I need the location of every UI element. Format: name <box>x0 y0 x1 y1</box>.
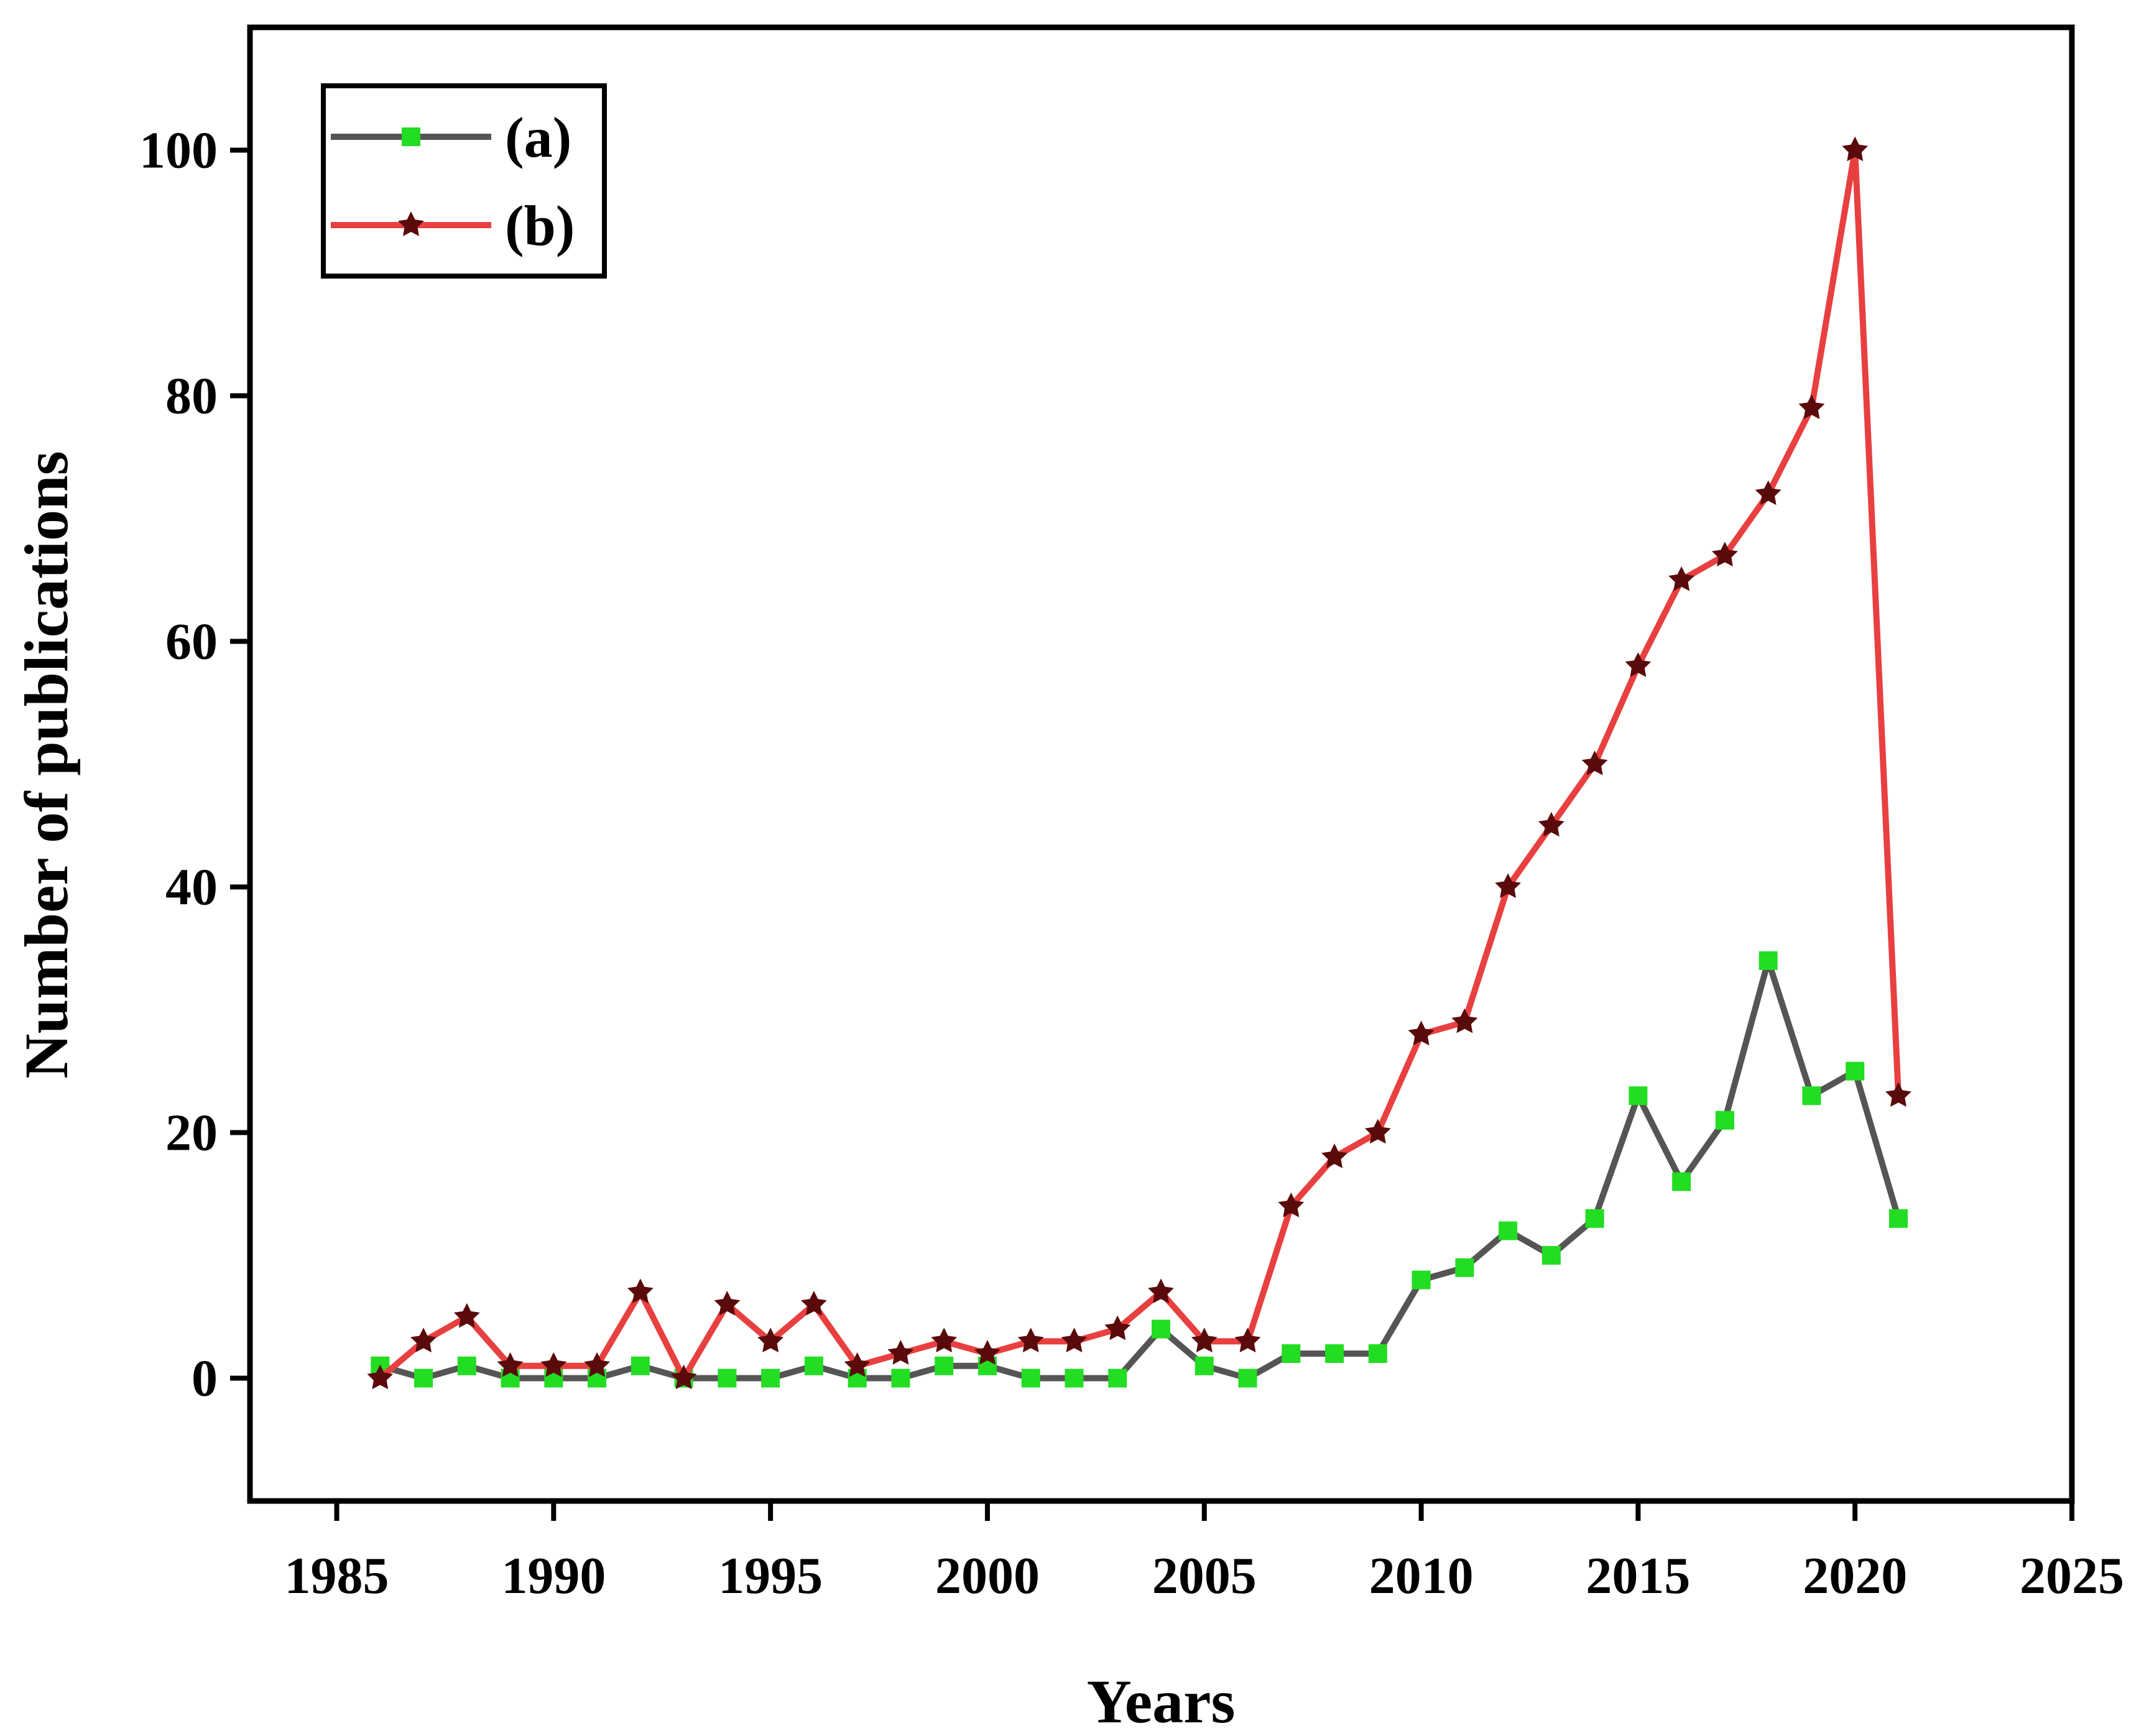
x-tick-label: 2005 <box>1152 1547 1257 1605</box>
x-tick-label: 2025 <box>2020 1547 2124 1605</box>
x-tick-label: 2010 <box>1369 1547 1474 1605</box>
data-point-a <box>1888 1209 1908 1228</box>
data-point-b <box>801 1291 827 1316</box>
x-tick-label: 1995 <box>718 1547 823 1605</box>
data-point-a <box>1541 1246 1561 1265</box>
y-axis-title: Number of publications <box>12 451 81 1078</box>
data-point-a <box>1021 1369 1040 1388</box>
legend-marker-a <box>402 127 420 146</box>
data-point-b <box>497 1352 524 1377</box>
data-point-a <box>1108 1369 1127 1388</box>
data-point-a <box>631 1356 650 1375</box>
data-point-b <box>410 1327 437 1352</box>
data-point-b <box>670 1364 697 1390</box>
data-point-a <box>1152 1319 1170 1339</box>
data-point-b <box>627 1278 654 1303</box>
data-point-b <box>1668 566 1695 591</box>
legend: (a) (b) <box>321 83 607 279</box>
data-point-b <box>1625 652 1652 677</box>
data-point-b <box>1842 136 1869 162</box>
data-point-b <box>1798 394 1825 419</box>
legend-label-b: (b) <box>505 194 575 257</box>
data-point-b <box>1755 480 1782 506</box>
data-point-a <box>1238 1369 1257 1388</box>
data-point-a <box>1629 1086 1648 1106</box>
data-point-b <box>974 1340 1001 1365</box>
x-tick-label: 1985 <box>285 1547 389 1605</box>
data-point-b <box>714 1291 741 1316</box>
legend-box <box>321 83 607 279</box>
data-point-a <box>1325 1344 1344 1363</box>
series-line-a <box>377 958 1902 1382</box>
data-point-a <box>891 1369 910 1388</box>
series-layer <box>367 136 1911 1390</box>
y-tick-label: 80 <box>165 367 218 425</box>
y-tick-label: 60 <box>165 613 218 671</box>
data-point-a <box>1412 1270 1431 1290</box>
x-tick-label: 2015 <box>1586 1547 1690 1605</box>
plot-frame <box>247 24 2075 1504</box>
x-axis-title: Years <box>1087 1667 1236 1736</box>
data-point-a <box>1715 1110 1734 1130</box>
data-point-b <box>1017 1327 1044 1352</box>
data-point-b <box>540 1352 567 1377</box>
data-point-a <box>1585 1209 1604 1228</box>
y-tick-label: 20 <box>165 1104 218 1162</box>
data-point-b <box>931 1327 958 1352</box>
series-line-b <box>377 147 1902 1382</box>
data-point-b <box>584 1352 610 1377</box>
data-point-a <box>804 1356 823 1375</box>
data-point-b <box>844 1352 871 1377</box>
data-point-a <box>1065 1369 1084 1388</box>
data-point-a <box>1195 1356 1214 1375</box>
legend-marker-b <box>398 211 424 236</box>
data-point-b <box>1538 811 1564 837</box>
data-point-b <box>1278 1193 1305 1217</box>
y-tick-label: 100 <box>139 122 218 180</box>
data-point-b <box>1104 1315 1131 1341</box>
data-point-a <box>457 1356 476 1375</box>
legend-label-a: (a) <box>505 106 571 169</box>
data-point-b <box>1885 1082 1911 1107</box>
x-tick-label: 2000 <box>935 1547 1040 1605</box>
x-tick-label: 1990 <box>501 1547 606 1605</box>
data-point-a <box>718 1369 737 1388</box>
data-point-a <box>414 1369 433 1388</box>
data-point-b <box>1581 750 1608 775</box>
data-point-b <box>1712 542 1738 566</box>
data-point-a <box>1455 1258 1474 1277</box>
data-point-a <box>1282 1344 1301 1363</box>
data-point-b <box>1234 1327 1261 1352</box>
data-point-b <box>1061 1327 1088 1352</box>
data-point-b <box>453 1303 480 1328</box>
data-point-a <box>935 1356 954 1375</box>
data-point-b <box>1364 1119 1391 1144</box>
data-point-b <box>1451 1008 1478 1033</box>
x-tick-label: 2020 <box>1803 1547 1907 1605</box>
data-point-a <box>1368 1344 1387 1363</box>
data-point-a <box>1499 1221 1518 1240</box>
data-point-b <box>1191 1327 1218 1352</box>
data-point-b <box>1495 873 1521 898</box>
data-point-a <box>1802 1086 1821 1106</box>
axes-layer: 1985 1990 1995 2000 2005 2010 2015 2020 2025 0 20 4… <box>139 122 2124 1605</box>
data-point-b <box>1148 1278 1174 1303</box>
y-tick-label: 40 <box>165 859 218 916</box>
data-point-a <box>1758 951 1778 970</box>
data-point-b <box>1408 1020 1435 1046</box>
y-tick-label: 0 <box>192 1350 218 1408</box>
data-point-b <box>887 1340 914 1365</box>
data-point-a <box>1846 1061 1865 1081</box>
data-point-b <box>757 1327 784 1352</box>
data-point-a <box>761 1369 780 1388</box>
data-point-a <box>1672 1172 1691 1191</box>
data-point-b <box>367 1364 394 1390</box>
data-point-b <box>1321 1143 1347 1168</box>
